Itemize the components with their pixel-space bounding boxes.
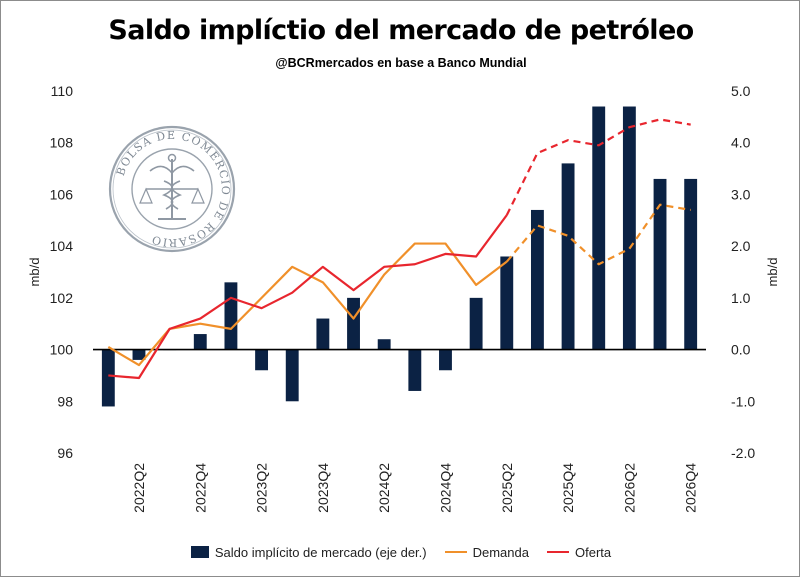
bar-saldo: [377, 339, 391, 350]
y-left-axis-title: mb/d: [27, 258, 42, 287]
legend-label-saldo: Saldo implícito de mercado (eje der.): [214, 544, 427, 560]
bar-saldo: [224, 282, 238, 350]
legend-item-saldo: Saldo implícito de mercado (eje der.): [190, 544, 427, 560]
y-right-tick-label: 2.0: [731, 238, 751, 254]
y-left-tick-label: 106: [50, 186, 74, 202]
bar-saldo: [316, 318, 330, 350]
bar-saldo: [500, 256, 514, 350]
line-demanda-forecast: [505, 203, 691, 266]
y-left-tick-label: 108: [50, 135, 74, 151]
x-tick-label: 2024Q4: [437, 463, 453, 513]
bar-saldo: [592, 106, 606, 350]
legend-item-oferta: Oferta: [546, 544, 612, 560]
bar-saldo: [684, 178, 698, 350]
bar-saldo: [193, 334, 207, 350]
bar-saldo: [530, 209, 544, 350]
legend-label-demanda: Demanda: [472, 544, 529, 560]
x-tick-label: 2025Q2: [499, 463, 515, 513]
bar-saldo: [255, 349, 269, 371]
y-left-tick-label: 98: [57, 393, 73, 409]
x-tick-label: 2026Q2: [621, 463, 637, 513]
y-right-tick-label: 4.0: [731, 135, 751, 151]
x-tick-label: 2025Q4: [560, 463, 576, 513]
x-tick-label: 2022Q2: [131, 463, 147, 513]
legend-label-oferta: Oferta: [574, 544, 612, 560]
x-tick-label: 2022Q4: [192, 463, 208, 513]
line-oferta-actual: [108, 214, 508, 380]
legend-item-demanda: Demanda: [444, 544, 529, 560]
y-left-tick-label: 110: [51, 83, 74, 99]
chart-subtitle: @BCRmercados en base a Banco Mundial: [275, 56, 527, 70]
bar-saldo: [561, 163, 575, 350]
bar-saldo: [132, 349, 146, 360]
bar-saldo: [622, 106, 636, 350]
y-left-tick-label: 100: [50, 342, 74, 358]
chart-title: Saldo implíctio del mercado de petróleo: [108, 15, 694, 46]
y-right-tick-label: 3.0: [731, 186, 751, 202]
y-left-tick-label: 104: [50, 238, 74, 254]
x-tick-label: 2026Q4: [683, 463, 699, 513]
x-tick-label: 2023Q2: [254, 463, 270, 513]
line-oferta-forecast: [505, 118, 691, 216]
y-right-axis-title: mb/d: [765, 258, 780, 287]
x-tick-label: 2024Q2: [376, 463, 392, 513]
y-left-tick-label: 96: [57, 445, 73, 461]
bar-saldo: [469, 297, 483, 350]
x-tick-label: 2023Q4: [315, 463, 331, 513]
y-left-tick-label: 102: [50, 290, 74, 306]
y-right-tick-label: 1.0: [731, 290, 751, 306]
y-right-tick-label: 0.0: [731, 342, 751, 358]
bar-saldo: [653, 178, 667, 350]
legend-swatch-saldo: [190, 546, 209, 558]
bar-saldo: [347, 297, 360, 350]
bcr-seal-logo: BOLSA DE COMERCIO DE ROSARIO: [108, 125, 236, 253]
legend-swatch-demanda: [444, 551, 467, 553]
chart-legend: Saldo implícito de mercado (eje der.) De…: [1, 542, 799, 562]
line-demanda-actual: [107, 242, 508, 367]
y-right-tick-label: 5.0: [731, 83, 751, 99]
y-right-tick-label: -2.0: [731, 445, 755, 461]
bar-saldo: [439, 349, 452, 371]
bar-saldo: [408, 349, 422, 391]
bar-saldo: [285, 349, 299, 402]
bar-saldo: [101, 349, 115, 407]
y-right-tick-label: -1.0: [731, 393, 755, 409]
legend-swatch-oferta: [546, 551, 569, 553]
